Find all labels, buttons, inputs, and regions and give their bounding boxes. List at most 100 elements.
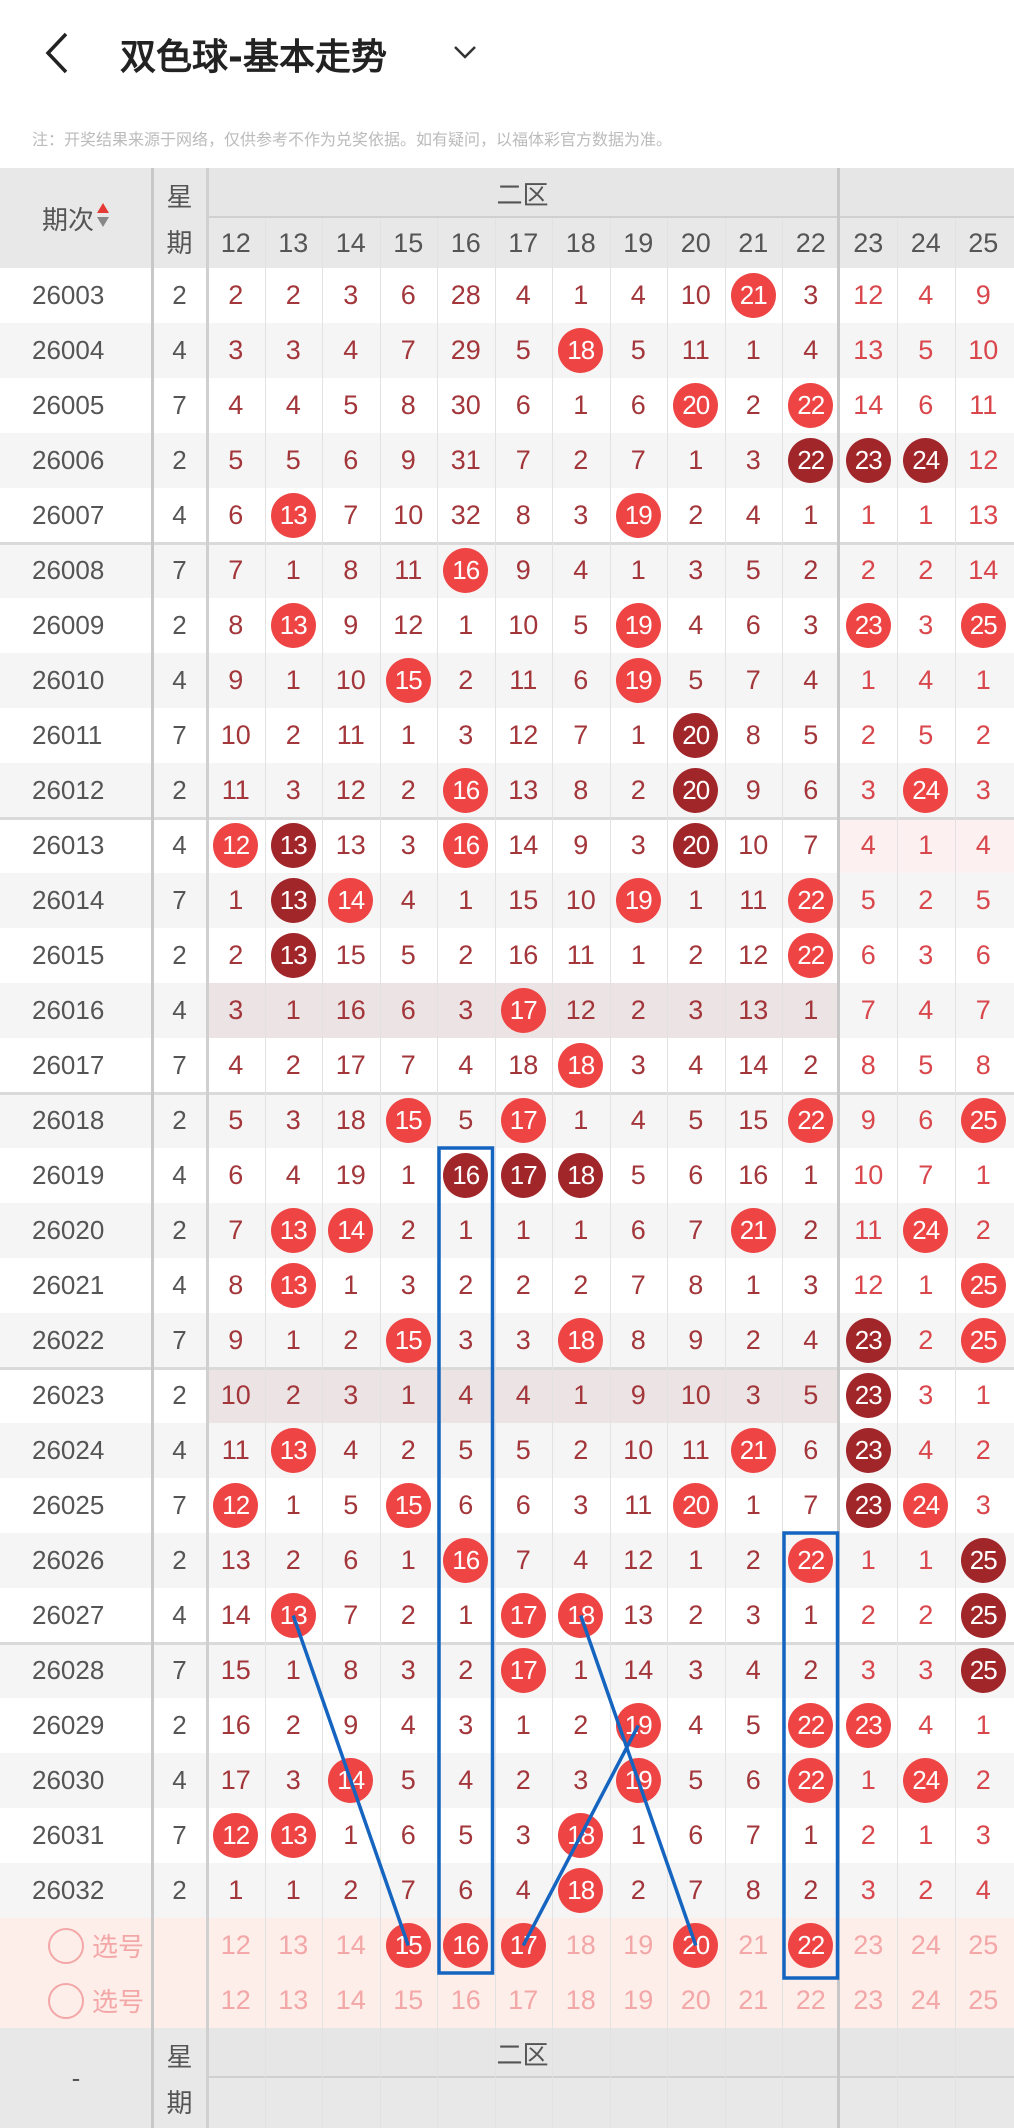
miss-count: 1 [688, 885, 704, 915]
select-number[interactable]: 12 [220, 1930, 251, 1960]
trend-cell: 4 [552, 543, 610, 598]
trend-cell: 6 [610, 1203, 668, 1258]
select-number-cell[interactable]: 20 [667, 1973, 725, 2028]
select-number[interactable]: 23 [853, 1930, 884, 1960]
select-number[interactable]: 23 [853, 1985, 884, 2015]
select-number[interactable]: 18 [565, 1985, 596, 2015]
select-number[interactable]: 18 [565, 1930, 596, 1960]
trend-cell: 2 [437, 1643, 495, 1698]
selected-ball[interactable]: 16 [443, 1923, 489, 1968]
select-number[interactable]: 22 [795, 1985, 826, 2015]
select-number-cell[interactable]: 19 [610, 1973, 668, 2028]
miss-count: 4 [228, 1050, 244, 1080]
miss-count: 6 [745, 610, 761, 640]
select-number-cell[interactable]: 13 [265, 1918, 323, 1973]
trend-cell: 15 [322, 928, 380, 983]
trend-cell: 21 [725, 1423, 783, 1478]
period-number: 26032 [32, 1875, 105, 1905]
selected-ball[interactable]: 20 [673, 1923, 719, 1968]
select-number-cell[interactable]: 17 [495, 1973, 553, 2028]
radio-circle-icon[interactable] [48, 1927, 84, 1964]
miss-count: 31 [450, 445, 481, 475]
select-number-cell[interactable]: 17 [495, 1918, 553, 1973]
select-number[interactable]: 14 [335, 1985, 366, 2015]
back-chevron-icon[interactable] [40, 30, 80, 76]
select-number[interactable]: 13 [278, 1930, 309, 1960]
trend-cell: 4 [897, 268, 955, 323]
group-divider [0, 1642, 1014, 1645]
weekday: 4 [172, 1270, 187, 1300]
select-number[interactable]: 21 [738, 1985, 769, 2015]
select-number[interactable]: 12 [220, 1985, 251, 2015]
trend-cell: 11 [207, 1423, 265, 1478]
trend-cell: 1 [782, 1148, 840, 1203]
select-number[interactable]: 16 [450, 1985, 481, 2015]
select-number-cell[interactable]: 22 [782, 1918, 840, 1973]
trend-cell: 2 [265, 1533, 323, 1588]
trend-cell: 4 [725, 1643, 783, 1698]
select-number[interactable]: 13 [278, 1985, 309, 2015]
select-number-cell[interactable]: 14 [322, 1918, 380, 1973]
trend-cell: 7 [897, 1148, 955, 1203]
chevron-down-icon[interactable] [450, 40, 480, 64]
miss-count: 12 [738, 940, 769, 970]
select-number-cell[interactable]: 23 [840, 1973, 898, 2028]
select-number[interactable]: 25 [968, 1985, 999, 2015]
miss-count: 1 [860, 665, 876, 695]
miss-count: 2 [458, 940, 474, 970]
select-number-cell[interactable]: 20 [667, 1918, 725, 1973]
select-number-cell[interactable]: 19 [610, 1918, 668, 1973]
select-number-cell[interactable]: 23 [840, 1918, 898, 1973]
selected-ball[interactable]: 22 [788, 1923, 834, 1968]
select-number-cell[interactable]: 12 [207, 1973, 265, 2028]
select-number[interactable]: 17 [508, 1985, 539, 2015]
select-number-button[interactable]: 选号 [0, 1918, 207, 1973]
miss-count: 1 [803, 500, 819, 530]
select-number[interactable]: 24 [910, 1985, 941, 2015]
trend-cell: 7 [495, 1533, 553, 1588]
sort-arrows-icon[interactable] [96, 202, 110, 235]
select-number-cell[interactable]: 24 [897, 1918, 955, 1973]
trend-cell: 8 [495, 488, 553, 543]
selected-ball[interactable]: 17 [500, 1923, 546, 1968]
trend-cell: 5 [207, 1093, 265, 1148]
period-number: 26010 [32, 665, 105, 695]
select-number[interactable]: 19 [623, 1930, 654, 1960]
trend-cell: 1 [782, 1588, 840, 1643]
miss-count: 1 [803, 995, 819, 1025]
select-number[interactable]: 14 [335, 1930, 366, 1960]
select-number[interactable]: 19 [623, 1985, 654, 2015]
select-number[interactable]: 21 [738, 1930, 769, 1960]
miss-count: 2 [803, 555, 819, 585]
select-number-cell[interactable]: 24 [897, 1973, 955, 2028]
select-number-cell[interactable]: 16 [437, 1918, 495, 1973]
miss-count: 7 [975, 995, 991, 1025]
select-number-button[interactable]: 选号 [0, 1973, 207, 2028]
select-number-cell[interactable]: 22 [782, 1973, 840, 2028]
select-number[interactable]: 15 [393, 1985, 424, 2015]
trend-cell: 24 [897, 1753, 955, 1808]
select-number[interactable]: 25 [968, 1930, 999, 1960]
selected-ball[interactable]: 15 [385, 1923, 431, 1968]
select-number-cell[interactable]: 21 [725, 1973, 783, 2028]
select-number-cell[interactable]: 18 [552, 1918, 610, 1973]
select-number-cell[interactable]: 15 [380, 1918, 438, 1973]
select-number-cell[interactable]: 21 [725, 1918, 783, 1973]
miss-count: 9 [228, 665, 244, 695]
select-number-cell[interactable]: 15 [380, 1973, 438, 2028]
miss-count: 9 [343, 610, 359, 640]
select-number[interactable]: 20 [680, 1985, 711, 2015]
select-number-cell[interactable]: 16 [437, 1973, 495, 2028]
table-row [0, 1203, 1014, 1258]
trend-cell: 4 [322, 1423, 380, 1478]
select-number-cell[interactable]: 25 [955, 1973, 1013, 2028]
select-number-cell[interactable]: 13 [265, 1973, 323, 2028]
select-number-cell[interactable]: 25 [955, 1918, 1013, 1973]
select-number-cell[interactable]: 18 [552, 1973, 610, 2028]
trend-cell: 2 [437, 1258, 495, 1313]
select-number-cell[interactable]: 14 [322, 1973, 380, 2028]
select-number[interactable]: 24 [910, 1930, 941, 1960]
select-number-cell[interactable]: 12 [207, 1918, 265, 1973]
period-header[interactable]: 期次 [0, 168, 152, 268]
radio-circle-icon[interactable] [48, 1982, 84, 2019]
